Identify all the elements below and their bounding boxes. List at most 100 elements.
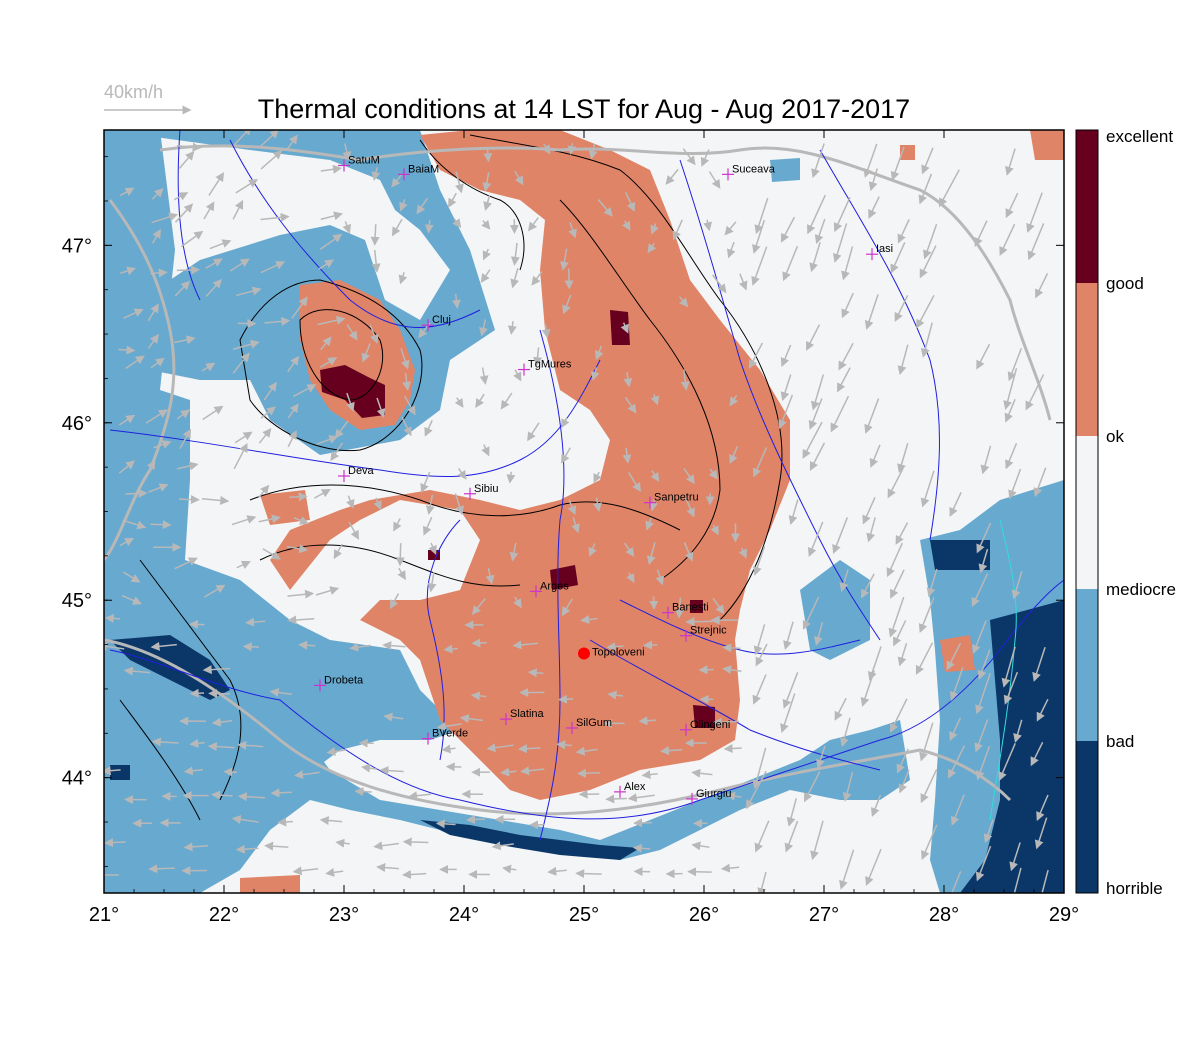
wind-arrow [897,219,910,244]
wind-arrow [104,641,125,651]
wind-arrow [726,241,736,259]
wind-arrow [556,740,572,750]
wind-arrow [949,491,962,517]
coastline [989,519,1017,821]
y-tick-label: 46° [62,413,92,435]
wind-arrow [865,848,882,887]
wind-arrow [151,228,161,244]
wind-arrow [209,239,232,250]
x-tick-label: 29° [1049,904,1079,926]
wind-arrow [287,430,297,448]
wind-arrow [1011,570,1023,600]
y-axis: 47° 46° 45° 44° [62,156,1064,867]
wind-arrow [780,374,792,402]
wind-arrow [920,470,935,508]
terrain-contours [119,134,783,821]
wind-arrow [938,169,960,208]
wind-arrow [379,766,404,776]
map-title: Thermal conditions at 14 LST for Aug - A… [258,94,910,124]
wind-arrow [1005,148,1016,176]
wind-arrow [291,296,308,319]
colorbar-mediocre-swatch [1076,589,1098,741]
wind-arrow [470,691,487,701]
wind-arrow [513,369,522,382]
wind-arrow [342,221,352,234]
wind-arrow [148,483,169,493]
wind-arrow [203,201,215,220]
wind-arrow [590,367,600,381]
wind-arrow [145,460,156,475]
excellent-region-arges [550,565,578,590]
wind-arrow [802,421,823,459]
wind-arrow [528,217,539,232]
wind-arrow [755,643,768,667]
wind-arrow [420,471,431,493]
wind-arrow [202,405,224,421]
wind-arrow [118,460,136,474]
contour-north [419,139,525,271]
wind-arrow [810,820,824,861]
wind-arrow [863,143,878,178]
wind-arrow [287,355,300,373]
city-label: SilGum [576,717,612,729]
wind-arrow [691,841,710,851]
city-marker: Sibiu [464,483,498,500]
wind-arrow [754,197,769,235]
x-tick-label: 25° [569,904,599,926]
wind-arrow [949,717,962,741]
wind-arrow [454,493,464,516]
wind-arrow [509,542,519,562]
wind-arrow [700,149,710,167]
wind-arrow [675,597,685,619]
wind-arrow [174,280,191,297]
wind-arrow [401,416,412,437]
city-label: Sanpetru [654,492,699,504]
wind-arrow [626,572,635,584]
wind-arrow [510,242,520,266]
wind-arrow [897,443,909,474]
city-marker: SatuM [338,154,380,172]
city-label: Iasi [876,243,893,255]
wind-arrow [1033,467,1047,498]
wind-arrow [491,841,514,851]
wind-arrow [1009,842,1021,872]
wind-arrow [724,221,737,236]
wind-arrow [260,406,276,419]
wind-arrow [403,395,416,416]
wind-arrow [839,717,851,748]
city-label: BaiaM [408,163,439,175]
wind-arrow [205,258,223,269]
city-marker: Deva [338,465,375,483]
wind-arrow [753,545,766,576]
colorbar-label-ok: ok [1106,427,1124,446]
wind-arrow [588,543,597,557]
excellent-region-apuseni [320,365,385,418]
wind-reference-label: 40km/h [104,82,163,102]
wind-arrow [898,769,910,794]
river-somes [229,139,481,328]
wind-arrow [867,646,882,681]
wind-arrow [650,223,659,235]
wind-arrow [722,643,741,653]
wind-arrow [400,348,410,370]
wind-arrow [242,642,260,652]
wind-arrow [814,218,826,245]
wind-arrow [174,335,196,345]
wind-arrow [978,548,989,574]
wind-arrow [623,371,633,388]
wind-arrow [890,242,906,274]
wind-arrow [201,495,230,505]
wind-arrow [260,212,290,222]
x-axis: 21° 22° 23° 24° 25° 26° 27° 28° 29° [89,130,1079,926]
wind-arrow [784,820,799,853]
wind-arrow [481,219,491,230]
wind-arrow [647,242,657,254]
wind-arrow [459,714,484,724]
city-label: Arges [540,580,569,592]
wind-arrow [262,548,281,560]
city-marker: Cluj [422,314,451,332]
contour-apuseni-inner [299,309,384,401]
wind-arrow [122,519,147,530]
wind-arrow [541,324,551,339]
